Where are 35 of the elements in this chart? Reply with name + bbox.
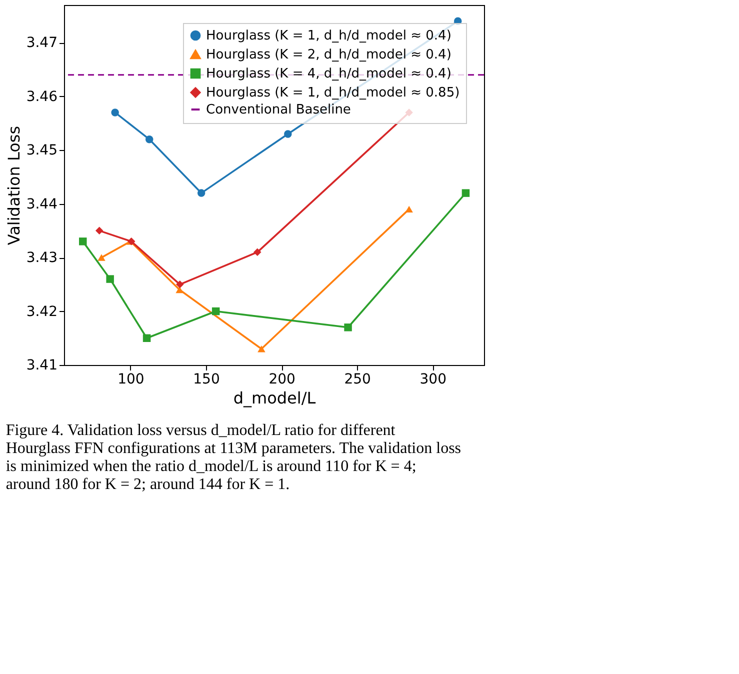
legend-label: Hourglass (K = 1, d_h/d_model ≈ 0.4) xyxy=(206,28,452,44)
y-axis-title: Validation Loss xyxy=(4,126,24,246)
y-tick-label: 3.45 xyxy=(26,142,58,159)
x-tick-label: 100 xyxy=(118,372,144,388)
point xyxy=(212,307,220,316)
point xyxy=(462,189,470,197)
legend-label: Hourglass (K = 1, d_h/d_model ≈ 0.85) xyxy=(206,86,460,100)
point xyxy=(197,189,206,197)
y-tick-label: 3.42 xyxy=(26,304,58,320)
y-tick-label: 3.47 xyxy=(26,35,58,52)
y-tick-label: 3.43 xyxy=(26,250,58,266)
x-tick-label: 200 xyxy=(268,372,296,388)
point xyxy=(95,226,104,235)
point xyxy=(142,334,151,342)
point xyxy=(98,254,106,261)
x-tick-label: 250 xyxy=(344,372,371,388)
x-axis-title: d_model/L xyxy=(233,388,316,408)
point xyxy=(176,280,184,288)
point xyxy=(405,206,413,213)
legend-label: Hourglass (K = 4, d_h/d_model ≈ 0.4) xyxy=(206,66,452,82)
point xyxy=(111,108,119,116)
y-tick-label: 3.46 xyxy=(26,88,58,105)
caption: Figure 4. Validation loss versus d_model/L ratio for different Hourglass FFN configurations at 113M parameters. The validation loss is minimized when the ratio d_model/L is around 110 for K = 4; around 180 for K = 2; around 144 for K = 1. xyxy=(6,422,462,493)
x-tick-label: 150 xyxy=(193,372,220,388)
point xyxy=(284,130,292,138)
legend-label: Conventional Baseline xyxy=(206,102,351,118)
point xyxy=(79,238,87,246)
point xyxy=(145,135,154,144)
y-tick-label: 3.41 xyxy=(26,358,58,374)
x-tick-label: 300 xyxy=(420,372,446,388)
y-tick-label: 3.44 xyxy=(26,196,58,212)
point xyxy=(106,275,114,283)
point xyxy=(344,324,352,332)
legend-label: Hourglass (K = 2, d_h/d_model ≈ 0.4) xyxy=(206,48,452,62)
point xyxy=(254,248,262,256)
